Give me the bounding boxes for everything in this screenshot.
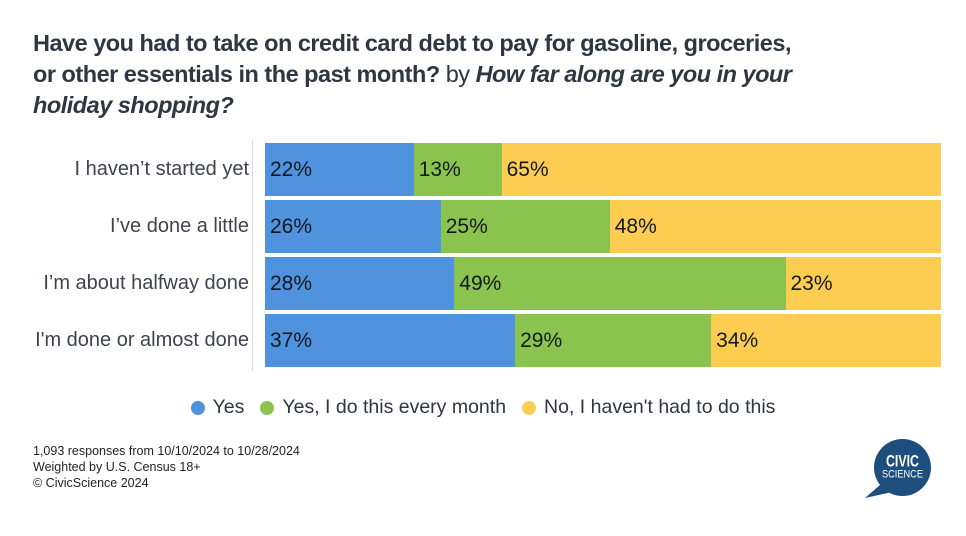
- bar-value-label: 34%: [716, 328, 759, 352]
- bar-value-label: 49%: [459, 271, 502, 295]
- civicscience-logo: CIVIC SCIENCE: [865, 439, 931, 498]
- bar-stack: 26% 25% 48%: [265, 200, 941, 253]
- legend-dot-icon: [260, 400, 275, 415]
- bar-value-label: 48%: [614, 214, 657, 238]
- legend-label: Yes: [212, 396, 245, 418]
- bar-segment-no[interactable]: 65%: [501, 143, 941, 196]
- bar-segment-no[interactable]: 48%: [609, 200, 941, 253]
- bar-value-label: 25%: [445, 214, 488, 238]
- chart-rows: I haven’t started yet 22% 13% 65% I’ve done …: [33, 143, 941, 367]
- chart-row: I'm done or almost done 37% 29% 34%: [33, 314, 941, 367]
- bar-segment-yes[interactable]: 28%: [265, 257, 455, 310]
- bar-value-label: 22%: [270, 157, 313, 181]
- logo-bubble-icon: [874, 439, 931, 496]
- bar-value-label: 28%: [270, 271, 313, 295]
- category-label: I'm done or almost done: [35, 329, 249, 351]
- bar-stack: 37% 29% 34%: [265, 314, 941, 367]
- legend-item-yes-every-month[interactable]: Yes, I do this every month: [260, 396, 506, 419]
- category-label: I haven’t started yet: [74, 158, 249, 180]
- bar-stack: 28% 49% 23%: [265, 257, 941, 310]
- bar-value-label: 26%: [270, 214, 313, 238]
- bar-value-label: 65%: [506, 157, 549, 181]
- bar-value-label: 23%: [790, 271, 833, 295]
- footer-copyright: © CivicScience 2024: [33, 476, 149, 490]
- bar-stack: 22% 13% 65%: [265, 143, 941, 196]
- legend-dot-icon: [522, 400, 537, 415]
- stacked-bar-chart: I haven’t started yet 22% 13% 65% I’ve done …: [33, 140, 941, 371]
- legend-label: Yes, I do this every month: [282, 396, 507, 418]
- bar-value-label: 13%: [418, 157, 461, 181]
- footer-weighting: Weighted by U.S. Census 18+: [33, 460, 201, 474]
- bar-segment-yes[interactable]: 22%: [265, 143, 414, 196]
- category-label: I’m about halfway done: [43, 272, 249, 294]
- legend-item-no[interactable]: No, I haven't had to do this: [522, 396, 775, 419]
- bar-value-label: 29%: [520, 328, 563, 352]
- title-line-2: or other essentials in the past month? b…: [33, 59, 948, 90]
- legend-dot-icon: [190, 400, 205, 415]
- title-question-1: Have you had to take on credit card debt…: [33, 30, 791, 56]
- bar-value-label: 37%: [270, 328, 313, 352]
- title-line-1: Have you had to take on credit card debt…: [33, 28, 948, 59]
- chart-footer: 1,093 responses from 10/10/2024 to 10/28…: [33, 443, 300, 491]
- bar-segment-no[interactable]: 23%: [785, 257, 941, 310]
- axis-line: [252, 140, 253, 371]
- footer-responses: 1,093 responses from 10/10/2024 to 10/28…: [33, 444, 300, 458]
- legend-label: No, I haven't had to do this: [544, 396, 776, 418]
- bar-segment-yes-every-month[interactable]: 13%: [413, 143, 502, 196]
- chart-row: I haven’t started yet 22% 13% 65%: [33, 143, 941, 196]
- chart-legend: Yes Yes, I do this every month No, I haven…: [0, 396, 966, 419]
- bar-segment-yes[interactable]: 37%: [265, 314, 516, 367]
- logo-text-science: SCIENCE: [882, 469, 923, 481]
- title-question-2-end: holiday shopping?: [33, 92, 234, 118]
- chart-title: Have you had to take on credit card debt…: [33, 28, 948, 121]
- bar-segment-yes-every-month[interactable]: 25%: [440, 200, 610, 253]
- logo-text-civic: CIVIC: [886, 452, 919, 471]
- bar-segment-yes[interactable]: 26%: [265, 200, 441, 253]
- bar-segment-no[interactable]: 34%: [711, 314, 941, 367]
- title-line-3: holiday shopping?: [33, 90, 948, 121]
- title-connector: by: [439, 61, 476, 87]
- category-label: I’ve done a little: [110, 215, 249, 237]
- chart-row: I’m about halfway done 28% 49% 23%: [33, 257, 941, 310]
- legend-item-yes[interactable]: Yes: [190, 396, 245, 419]
- title-question-1-end: or other essentials in the past month?: [33, 61, 440, 87]
- chart-row: I’ve done a little 26% 25% 48%: [33, 200, 941, 253]
- bar-segment-yes-every-month[interactable]: 29%: [515, 314, 712, 367]
- title-question-2-start: How far along are you in your: [475, 61, 792, 87]
- bar-segment-yes-every-month[interactable]: 49%: [454, 257, 786, 310]
